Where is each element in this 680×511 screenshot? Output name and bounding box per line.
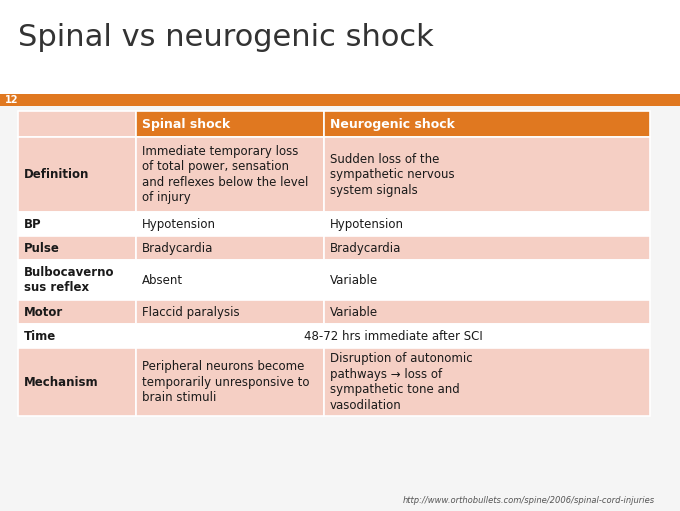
- Text: Motor: Motor: [24, 306, 63, 318]
- FancyBboxPatch shape: [18, 236, 136, 260]
- Text: Mechanism: Mechanism: [24, 376, 99, 388]
- FancyBboxPatch shape: [324, 236, 650, 260]
- Text: Hypotension: Hypotension: [142, 218, 216, 230]
- Text: 12: 12: [5, 95, 18, 105]
- FancyBboxPatch shape: [136, 212, 324, 236]
- FancyBboxPatch shape: [18, 300, 136, 324]
- Text: Pulse: Pulse: [24, 242, 60, 254]
- Text: Hypotension: Hypotension: [330, 218, 404, 230]
- Text: Immediate temporary loss
of total power, sensation
and reflexes below the level
: Immediate temporary loss of total power,…: [142, 145, 308, 204]
- Text: Neurogenic shock: Neurogenic shock: [330, 118, 455, 130]
- FancyBboxPatch shape: [136, 137, 324, 212]
- FancyBboxPatch shape: [324, 111, 650, 137]
- Text: Absent: Absent: [142, 273, 183, 287]
- Text: 48-72 hrs immediate after SCI: 48-72 hrs immediate after SCI: [304, 330, 482, 342]
- FancyBboxPatch shape: [0, 94, 680, 106]
- FancyBboxPatch shape: [18, 212, 136, 236]
- Text: Disruption of autonomic
pathways → loss of
sympathetic tone and
vasodilation: Disruption of autonomic pathways → loss …: [330, 352, 473, 412]
- Text: Bulbocaverno
sus reflex: Bulbocaverno sus reflex: [24, 266, 114, 294]
- FancyBboxPatch shape: [18, 260, 136, 300]
- FancyBboxPatch shape: [18, 348, 136, 416]
- Text: Definition: Definition: [24, 168, 89, 181]
- Text: Bradycardia: Bradycardia: [142, 242, 214, 254]
- FancyBboxPatch shape: [18, 137, 136, 212]
- FancyBboxPatch shape: [136, 236, 324, 260]
- FancyBboxPatch shape: [136, 260, 324, 300]
- Text: http://www.orthobullets.com/spine/2006/spinal-cord-injuries: http://www.orthobullets.com/spine/2006/s…: [403, 496, 655, 505]
- Text: Time: Time: [24, 330, 56, 342]
- FancyBboxPatch shape: [18, 324, 136, 348]
- Text: Sudden loss of the
sympathetic nervous
system signals: Sudden loss of the sympathetic nervous s…: [330, 152, 455, 197]
- Text: Spinal shock: Spinal shock: [142, 118, 231, 130]
- FancyBboxPatch shape: [324, 348, 650, 416]
- Text: BP: BP: [24, 218, 41, 230]
- FancyBboxPatch shape: [324, 300, 650, 324]
- Text: Flaccid paralysis: Flaccid paralysis: [142, 306, 239, 318]
- FancyBboxPatch shape: [18, 111, 136, 137]
- FancyBboxPatch shape: [136, 111, 324, 137]
- FancyBboxPatch shape: [136, 348, 324, 416]
- FancyBboxPatch shape: [324, 260, 650, 300]
- FancyBboxPatch shape: [0, 0, 680, 96]
- FancyBboxPatch shape: [136, 324, 650, 348]
- Text: Variable: Variable: [330, 306, 378, 318]
- Text: Spinal vs neurogenic shock: Spinal vs neurogenic shock: [18, 23, 434, 52]
- Text: Peripheral neurons become
temporarily unresponsive to
brain stimuli: Peripheral neurons become temporarily un…: [142, 360, 309, 404]
- FancyBboxPatch shape: [324, 137, 650, 212]
- FancyBboxPatch shape: [136, 300, 324, 324]
- Text: Bradycardia: Bradycardia: [330, 242, 401, 254]
- Text: Variable: Variable: [330, 273, 378, 287]
- FancyBboxPatch shape: [324, 212, 650, 236]
